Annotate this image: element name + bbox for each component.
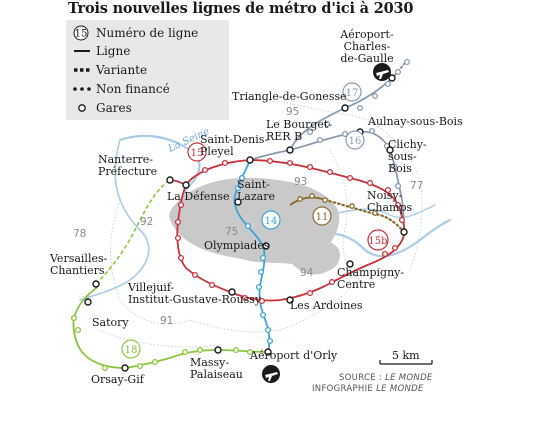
line-16-17-stations [306, 58, 411, 190]
station-ladefense: La Défense [167, 190, 230, 203]
airplane-icon [262, 365, 280, 383]
source-credit: SOURCE : LE MONDE INFOGRAPHIE LE MONDE [312, 373, 433, 394]
legend-variant: Variante [74, 63, 147, 77]
svg-text:Gares: Gares [96, 101, 132, 115]
line-15-stations [174, 157, 406, 305]
svg-text:SOURCE : LE MONDE: SOURCE : LE MONDE [339, 373, 433, 383]
legend: 15 Numéro de ligne Ligne Variante Non fi… [66, 20, 229, 120]
svg-text:75: 75 [225, 226, 238, 238]
svg-text:16: 16 [349, 136, 362, 147]
svg-text:91: 91 [160, 315, 173, 327]
svg-text:14: 14 [265, 216, 278, 227]
station-clichy: Clichy-sous-Bois [388, 138, 427, 175]
bois-de-vincennes [299, 239, 341, 272]
svg-text:Non financé: Non financé [96, 82, 170, 96]
badge-line-16: 16 [345, 130, 365, 150]
line-badges: 15 15b 14 16 17 11 18 [121, 82, 389, 359]
station-saintdenis: Saint-Denis-Pleyel [200, 133, 268, 158]
legend-line-number: 15 Numéro de ligne [73, 25, 198, 41]
badge-line-17: 17 [342, 82, 362, 102]
airplane-icon [373, 63, 391, 81]
station-lesardoines: Les Ardoines [290, 299, 363, 312]
svg-text:Variante: Variante [95, 63, 147, 77]
svg-text:78: 78 [73, 228, 86, 240]
station-orly: Aéroport d'Orly [249, 349, 338, 362]
scale-bar: 5 km [379, 349, 433, 365]
legend-unfunded: Non financé [73, 82, 170, 96]
badge-line-18: 18 [121, 339, 141, 359]
svg-text:95: 95 [286, 106, 299, 118]
badge-line-11: 11 [312, 206, 332, 226]
station-orsay: Orsay-Gif [91, 373, 145, 386]
svg-text:15b: 15b [368, 236, 387, 247]
line-11-stations [297, 193, 378, 216]
department-labels: 78 92 95 93 75 94 91 77 [73, 106, 423, 327]
station-massy: Massy-Palaiseau [190, 356, 243, 381]
station-triangle: Triangle-de-Gonesse [232, 90, 347, 103]
station-champigny: Champigny-Centre [337, 266, 404, 291]
line-14 [233, 159, 271, 353]
station-versailles: Versailles-Chantiers [49, 252, 108, 277]
station-saintlazare: Saint-Lazare [237, 178, 275, 203]
line-11 [289, 196, 406, 234]
station-labels: Aéroport-Charles-de-Gaulle Triangle-de-G… [49, 28, 463, 386]
station-olympiades: Olympiades [204, 239, 270, 252]
line-18-stations [70, 314, 254, 372]
svg-text:INFOGRAPHIE LE MONDE: INFOGRAPHIE LE MONDE [312, 384, 424, 394]
svg-text:92: 92 [140, 216, 153, 228]
line-18 [72, 179, 269, 369]
badge-line-15b: 15b [367, 229, 389, 251]
map-title: Trois nouvelles lignes de métro d'ici à … [68, 0, 414, 17]
svg-text:77: 77 [410, 180, 423, 192]
badge-line-15: 15 [187, 142, 207, 162]
badge-line-14: 14 [261, 210, 281, 230]
station-villejuif: Villejuif-Institut-Gustave-Roussy [127, 281, 262, 306]
station-aulnay: Aulnay-sous-Bois [367, 115, 463, 128]
legend-line: Ligne [74, 44, 130, 58]
svg-text:5 km: 5 km [392, 349, 420, 362]
line-14-stations [234, 174, 274, 345]
svg-text:18: 18 [125, 345, 138, 356]
station-noisy: Noisy-Champs [367, 189, 413, 214]
svg-text:Numéro de ligne: Numéro de ligne [96, 26, 198, 40]
legend-stations: Gares [78, 101, 132, 115]
station-lebourget: Le Bourget-RER B [266, 118, 332, 143]
svg-text:94: 94 [300, 267, 314, 279]
major-stations [84, 74, 408, 372]
svg-text:17: 17 [346, 88, 359, 99]
station-cdg: Aéroport-Charles-de-Gaulle [339, 28, 394, 65]
svg-text:11: 11 [316, 212, 329, 223]
station-satory: Satory [92, 316, 129, 329]
station-nanterre: Nanterre-Préfecture [98, 153, 157, 178]
svg-text:93: 93 [294, 176, 307, 188]
svg-text:Ligne: Ligne [96, 44, 130, 58]
svg-text:15: 15 [75, 29, 88, 40]
svg-text:15: 15 [191, 148, 204, 159]
